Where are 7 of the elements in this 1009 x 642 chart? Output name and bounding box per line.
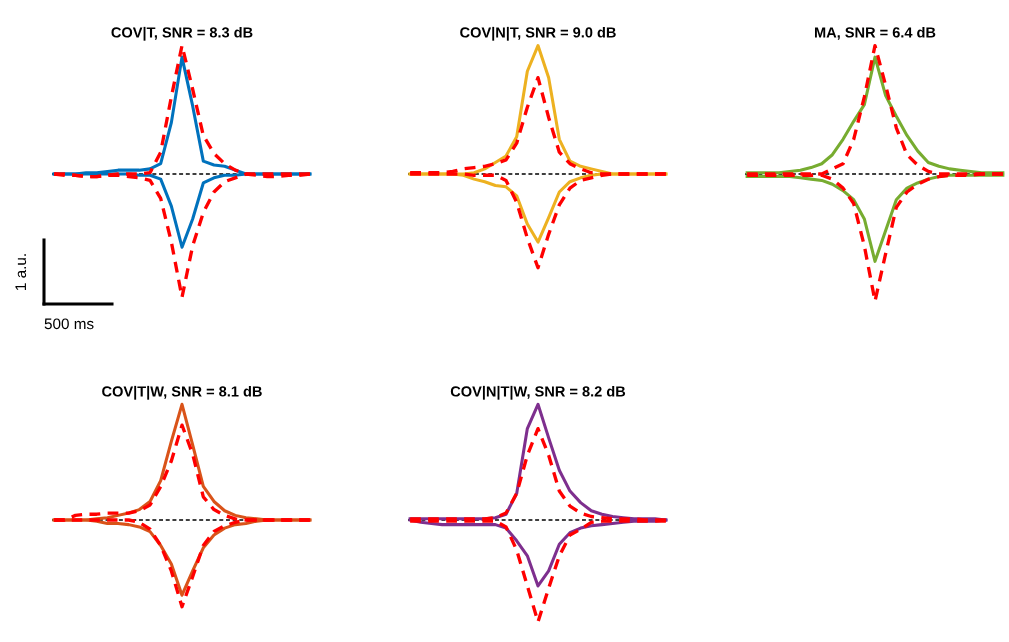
chart-title: COV|T, SNR = 8.3 dB — [111, 26, 253, 41]
text: 500 ms — [44, 318, 94, 330]
text: 1 a.u. — [15, 254, 27, 290]
chart-title: COV|N|T, SNR = 9.0 dB — [460, 26, 616, 41]
chart-title: COV|N|T|W, SNR = 8.2 dB — [450, 385, 626, 400]
chart-title: COV|T|W, SNR = 8.1 dB — [102, 385, 262, 400]
chart-title: MA, SNR = 6.4 dB — [815, 26, 936, 40]
